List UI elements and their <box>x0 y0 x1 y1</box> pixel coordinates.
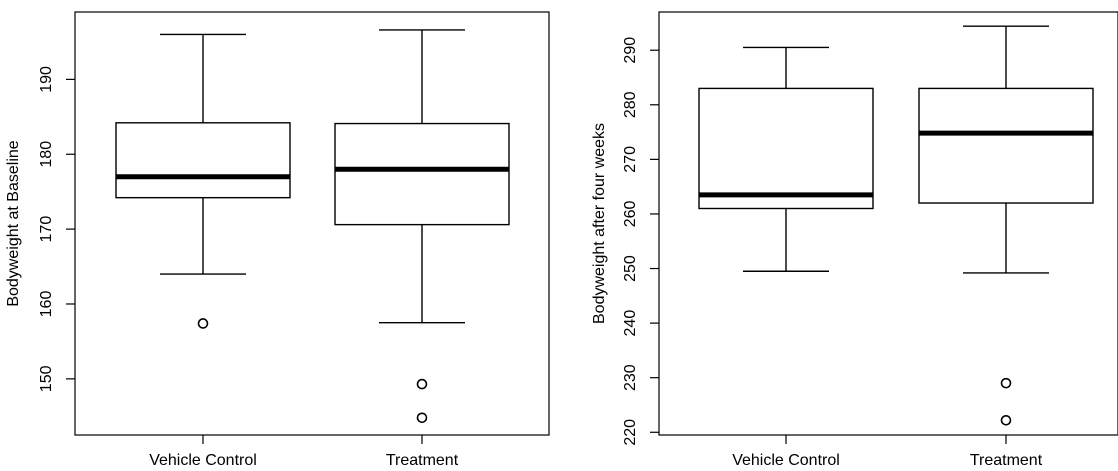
y-tick-label: 240 <box>622 310 639 337</box>
y-axis-title: Bodyweight at Baseline <box>5 140 22 306</box>
outlier-point <box>1000 414 1012 426</box>
y-tick-label: 250 <box>622 255 639 282</box>
y-tick-label: 150 <box>38 365 55 392</box>
chart-1: 150 160 170 180 190 Bodyweight at Baseline Veh… <box>5 11 550 469</box>
iqr-box <box>115 122 291 199</box>
x-tick-label: Vehicle Control <box>149 452 257 466</box>
y-tick-label: 170 <box>38 216 55 243</box>
box-1 <box>698 46 874 272</box>
y-tick-label: 270 <box>622 146 639 173</box>
box-2 <box>334 29 510 424</box>
y-tick-label: 290 <box>622 37 639 64</box>
y-tick-label: 180 <box>38 141 55 168</box>
outlier-point <box>197 318 209 329</box>
y-axis-title: Bodyweight after four weeks <box>591 123 608 324</box>
chart-2: 220 230 240 250 260 270 280 290 Bodyweight after… <box>591 11 1118 469</box>
y-tick-label: 230 <box>622 364 639 391</box>
box-2 <box>918 25 1094 426</box>
outlier-point <box>416 412 428 424</box>
plot-frame <box>74 11 550 436</box>
iqr-box <box>334 122 510 226</box>
iqr-box <box>698 87 874 210</box>
y-tick-label: 190 <box>38 66 55 93</box>
box-1 <box>115 33 291 329</box>
plot-frame <box>658 11 1118 436</box>
outlier-point <box>416 378 428 390</box>
y-tick-label: 220 <box>622 419 639 446</box>
x-tick-label: Vehicle Control <box>732 452 840 466</box>
iqr-box <box>918 87 1094 204</box>
x-tick-label: Treatment <box>386 452 459 466</box>
y-tick-label: 280 <box>622 91 639 118</box>
y-tick-label: 160 <box>38 291 55 318</box>
x-tick-label: Treatment <box>970 452 1043 466</box>
y-tick-label: 260 <box>622 201 639 228</box>
outlier-point <box>1000 377 1012 389</box>
